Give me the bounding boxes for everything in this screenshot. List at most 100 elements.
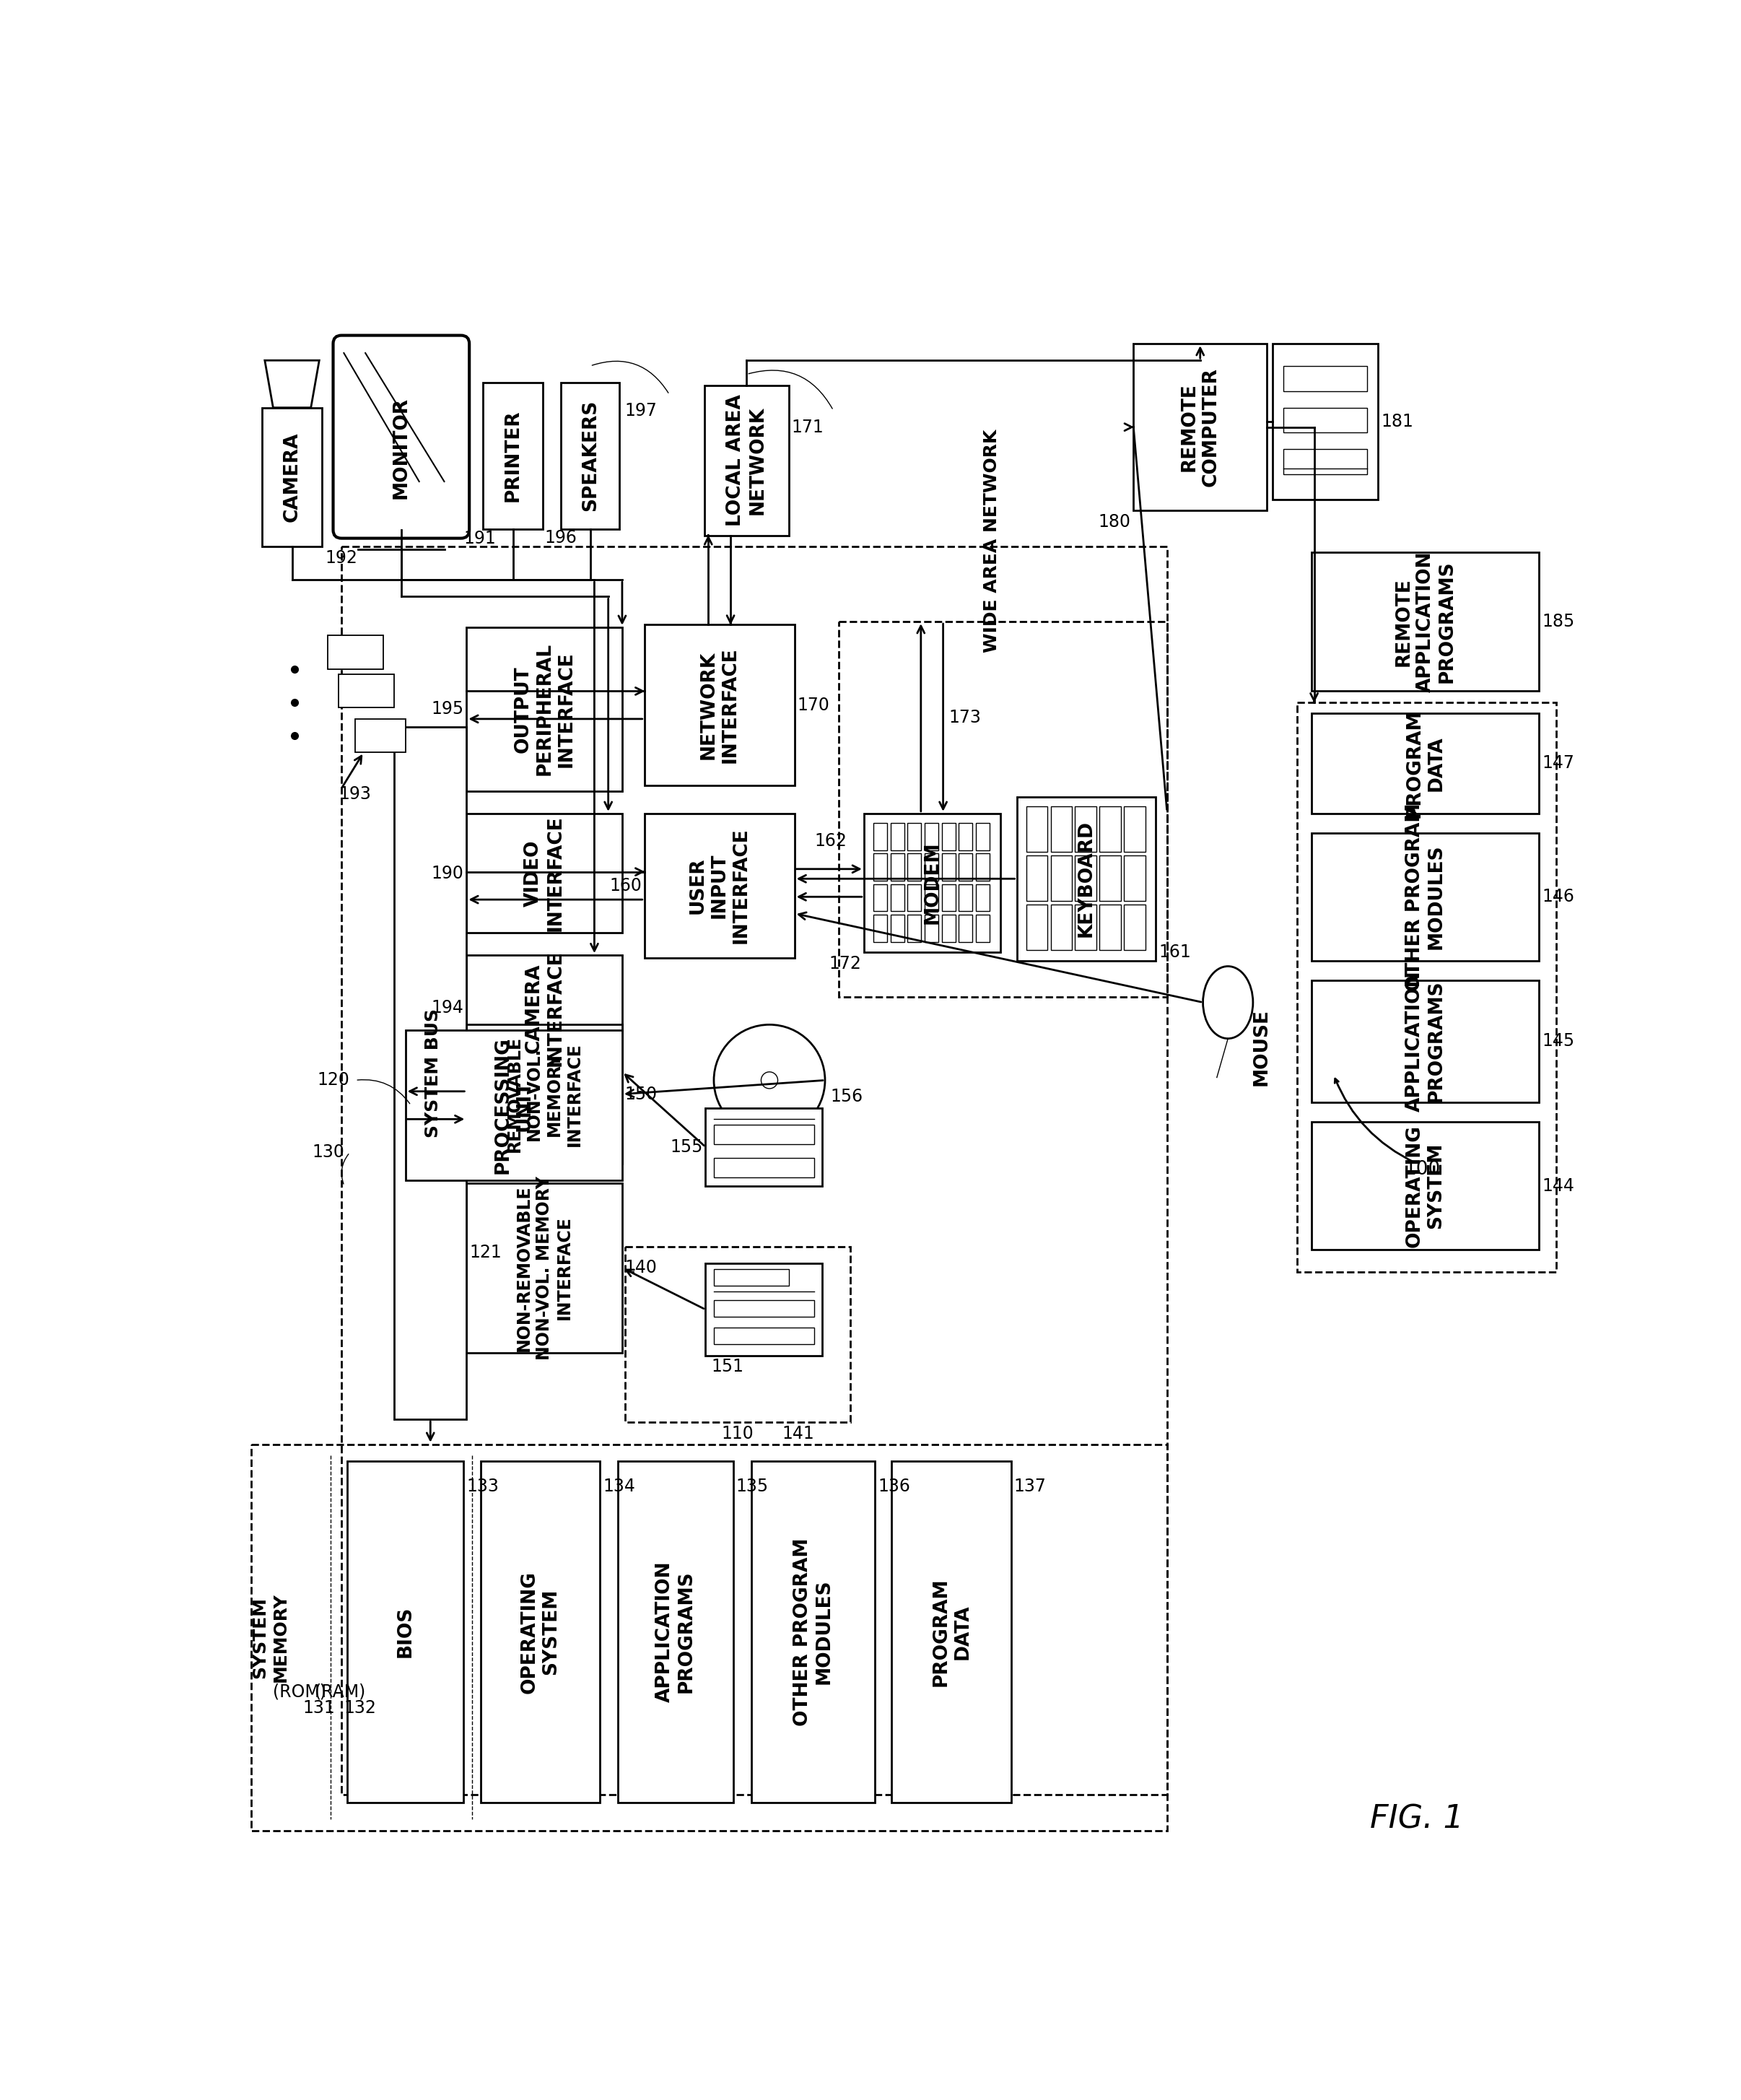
Bar [1025,905,1048,949]
Text: FIG. 1: FIG. 1 [1370,1804,1464,1835]
Bar [714,1268,789,1285]
Text: 194: 194 [432,1000,463,1016]
Text: 130: 130 [312,1145,345,1161]
Bar [705,386,789,536]
Bar [864,813,999,953]
Text: 170: 170 [797,697,830,714]
Bar [1283,449,1367,475]
Bar [924,853,938,880]
Text: 193: 193 [339,785,371,802]
Text: 161: 161 [1158,943,1191,960]
Bar [907,916,921,941]
Text: 181: 181 [1381,414,1414,430]
Bar [1050,806,1072,853]
Bar [975,823,989,850]
Bar [1125,905,1146,949]
Bar [406,1031,622,1180]
Text: (ROM): (ROM) [273,1682,327,1701]
Bar [907,853,921,880]
Bar [467,1025,622,1163]
Text: SYSTEM BUS: SYSTEM BUS [425,1008,442,1138]
Text: 100: 100 [1405,1159,1440,1178]
Text: USER
INPUT
INTERFACE: USER INPUT INTERFACE [688,827,750,943]
Text: NETWORK
INTERFACE: NETWORK INTERFACE [700,647,740,762]
Text: CAMERA
INTERFACE: CAMERA INTERFACE [524,949,564,1067]
Bar [1283,407,1367,433]
Bar [1311,834,1539,960]
Text: SPEAKERS: SPEAKERS [581,399,599,512]
Bar [1076,855,1097,901]
Text: 190: 190 [432,865,463,882]
Text: PRINTER: PRINTER [503,410,522,502]
Bar [1076,806,1097,853]
Bar [942,916,956,941]
Bar [924,884,938,911]
Text: BIOS: BIOS [395,1607,414,1657]
Bar [975,884,989,911]
Text: VIDEO
INTERFACE: VIDEO INTERFACE [524,815,564,930]
Bar [644,624,794,785]
Bar [924,823,938,850]
Bar [1273,344,1379,500]
Text: 134: 134 [602,1478,635,1495]
Bar [1311,714,1539,813]
Text: 162: 162 [815,832,846,850]
Text: 135: 135 [736,1478,770,1495]
Bar [890,916,904,941]
Bar [1311,552,1539,691]
Text: 180: 180 [1099,512,1130,531]
Text: 121: 121 [470,1243,501,1262]
Bar [890,884,904,911]
Bar [467,956,622,1060]
Bar [467,813,622,932]
Bar [1076,905,1097,949]
Text: 173: 173 [949,710,982,727]
Text: 196: 196 [545,529,576,546]
Bar [959,823,973,850]
Text: 155: 155 [670,1138,703,1155]
Bar [561,382,620,529]
Text: OTHER PROGRAM
MODULES: OTHER PROGRAM MODULES [1405,802,1445,991]
Bar [907,884,921,911]
Bar [339,674,393,708]
Bar [924,916,938,941]
Ellipse shape [1203,966,1254,1040]
Bar [251,1445,1166,1831]
Text: PROGRAM
DATA: PROGRAM DATA [931,1577,971,1686]
Bar [467,628,622,792]
Bar [714,1300,813,1317]
Text: WIDE AREA NETWORK: WIDE AREA NETWORK [984,428,1001,653]
Bar [1311,1121,1539,1250]
Bar [839,622,1166,998]
Text: APPLICATION
PROGRAMS: APPLICATION PROGRAMS [655,1560,696,1703]
Bar [714,1157,813,1178]
Bar [874,884,888,911]
Text: KEYBOARD: KEYBOARD [1078,821,1095,937]
Text: MODEM: MODEM [923,842,942,924]
Text: 151: 151 [710,1359,743,1376]
Bar [705,1264,822,1354]
Bar [975,916,989,941]
Text: 156: 156 [830,1088,864,1105]
Bar [874,853,888,880]
Text: 110: 110 [721,1426,754,1443]
Bar [714,1126,813,1145]
Text: PROCESSING
UNIT: PROCESSING UNIT [493,1037,534,1174]
Text: CAMERA: CAMERA [282,433,301,523]
Bar [1297,701,1556,1273]
Text: REMOVABLE
NON-VOL.
MEMORY
INTERFACE: REMOVABLE NON-VOL. MEMORY INTERFACE [505,1035,583,1153]
Bar [618,1462,733,1804]
Text: 171: 171 [792,418,823,437]
Bar [752,1462,876,1804]
Bar [1283,365,1367,391]
Bar [942,884,956,911]
Bar [355,718,406,752]
Text: 136: 136 [877,1478,911,1495]
Text: (RAM): (RAM) [315,1682,366,1701]
Bar [942,853,956,880]
Bar [341,546,1166,1796]
Text: 140: 140 [625,1260,658,1277]
Bar [959,853,973,880]
Bar [481,1462,601,1804]
Text: 160: 160 [609,878,642,895]
